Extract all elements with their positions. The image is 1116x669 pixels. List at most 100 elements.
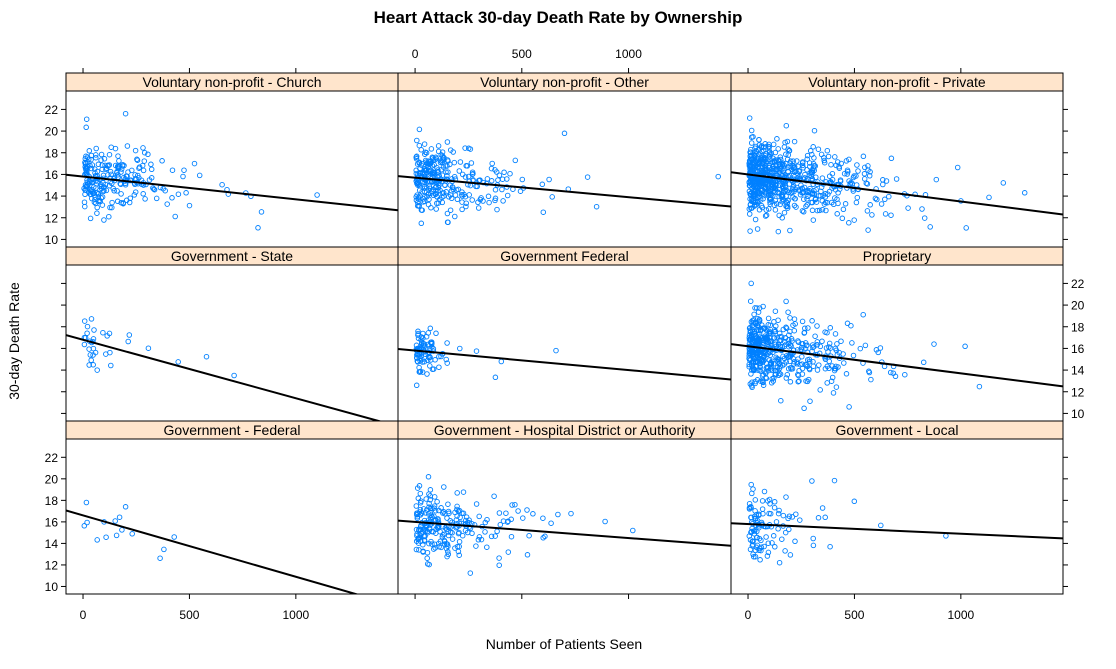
data-point — [81, 341, 88, 348]
data-point — [841, 360, 847, 366]
data-point — [824, 147, 831, 154]
y-tick-label: 16 — [45, 515, 59, 529]
data-point — [463, 203, 469, 210]
data-point — [787, 328, 793, 335]
data-point — [851, 498, 858, 505]
data-point — [793, 511, 799, 517]
panel-2: Voluntary non-profit - Private — [730, 68, 1068, 248]
data-point — [791, 169, 798, 175]
data-point — [779, 181, 785, 187]
data-point — [761, 353, 767, 359]
data-point — [747, 202, 754, 208]
data-point — [426, 500, 432, 507]
data-point — [507, 170, 513, 177]
data-point — [780, 353, 786, 360]
data-point — [517, 188, 524, 194]
data-point — [770, 141, 777, 148]
data-point — [157, 555, 163, 561]
data-point — [449, 530, 455, 536]
data-point — [747, 158, 753, 164]
x-tick-label: 0 — [412, 47, 419, 61]
panel-border — [397, 246, 732, 422]
data-point — [772, 308, 779, 314]
data-point — [546, 176, 552, 183]
data-point — [129, 531, 135, 537]
data-point — [921, 215, 928, 221]
data-point — [808, 199, 814, 206]
data-point — [790, 322, 796, 328]
data-point — [454, 196, 461, 203]
data-point — [427, 497, 433, 503]
data-point — [752, 216, 759, 223]
data-point — [445, 501, 451, 507]
data-point — [821, 157, 827, 164]
data-point — [127, 195, 134, 201]
data-point — [440, 510, 446, 516]
data-point — [505, 549, 512, 555]
data-point — [104, 165, 110, 172]
y-tick-label: 20 — [1071, 299, 1085, 313]
data-point — [760, 196, 766, 202]
data-point — [814, 339, 821, 345]
data-point — [488, 178, 495, 184]
data-point — [504, 192, 511, 199]
data-point — [799, 208, 806, 214]
data-point — [816, 207, 823, 214]
data-point — [441, 484, 447, 490]
regression-line — [66, 334, 383, 421]
data-point — [81, 318, 88, 324]
y-tick-label: 10 — [45, 580, 59, 594]
data-point — [765, 143, 772, 150]
data-point — [758, 537, 764, 544]
y-tick-label: 14 — [45, 190, 59, 204]
data-point — [783, 324, 789, 331]
data-point — [760, 177, 767, 184]
data-point — [418, 340, 425, 347]
data-point — [132, 189, 139, 195]
data-point — [424, 555, 430, 561]
data-point — [89, 162, 96, 168]
data-point — [793, 204, 799, 210]
data-point — [750, 541, 756, 548]
data-point — [770, 533, 777, 539]
data-point — [843, 371, 850, 377]
data-point — [815, 146, 822, 152]
data-point — [822, 329, 828, 335]
data-point — [469, 530, 475, 537]
data-point — [748, 319, 755, 325]
panel-strip-label: Voluntary non-profit - Other — [480, 74, 649, 90]
data-point — [99, 162, 105, 168]
data-point — [773, 367, 779, 374]
data-point — [496, 172, 503, 178]
data-point — [92, 349, 99, 356]
data-point — [786, 148, 793, 154]
data-point — [760, 510, 766, 517]
data-point — [806, 358, 813, 365]
data-point — [413, 154, 419, 160]
panel-strip-label: Government - Local — [836, 422, 959, 438]
data-point — [795, 378, 801, 385]
data-point — [746, 500, 753, 507]
data-point — [872, 195, 879, 202]
data-point — [810, 344, 816, 351]
data-point — [113, 532, 120, 539]
data-point — [785, 189, 792, 196]
x-tick-label: 500 — [844, 608, 864, 622]
data-point — [783, 151, 789, 158]
data-point — [416, 509, 423, 515]
data-point — [94, 210, 100, 216]
data-point — [468, 160, 475, 166]
data-point — [840, 206, 847, 213]
data-point — [832, 186, 839, 193]
panel-0: Voluntary non-profit - Church 10 12 14 16 18 2… — [45, 68, 399, 248]
data-point — [87, 215, 94, 222]
data-point — [812, 163, 819, 169]
data-point — [748, 140, 755, 146]
data-point — [833, 384, 840, 390]
data-point — [747, 149, 754, 155]
data-point — [106, 151, 113, 158]
data-point — [432, 545, 438, 551]
data-point — [751, 186, 758, 193]
data-point — [775, 228, 782, 235]
data-point — [753, 148, 760, 155]
